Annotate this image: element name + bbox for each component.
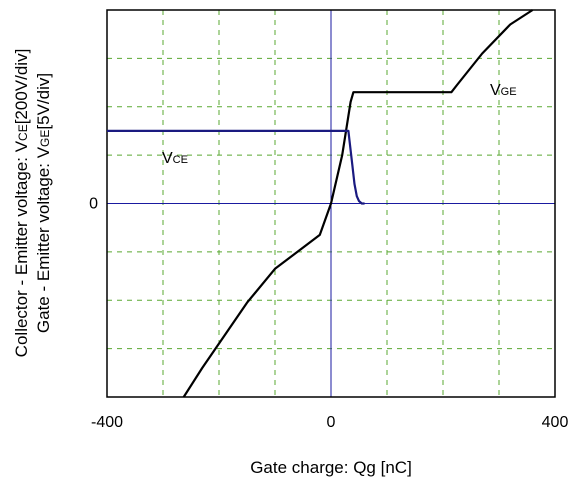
series-label-ce: VCE <box>162 150 188 167</box>
x-axis-title: Gate charge: Qg [nC] <box>250 458 412 477</box>
y-title-unit: [200V/div] <box>12 49 31 125</box>
y-title-subscript: CE <box>16 124 30 141</box>
series-layer <box>107 9 534 398</box>
y-tick-label: 0 <box>89 196 98 213</box>
y-title-subscript: GE <box>38 130 52 147</box>
x-tick-label: 400 <box>542 414 569 431</box>
labels: -400 0 400 0 Gate charge: Qg [nC] Collector -… <box>12 49 568 477</box>
x-tick-label: -400 <box>91 414 123 431</box>
series-label-main: V <box>490 82 501 99</box>
series-label-subscript: GE <box>501 86 517 98</box>
y-axis-title: Gate - Emitter voltage: VGE[5V/div] <box>34 73 53 333</box>
y-title-text: Collector - Emitter voltage: V <box>12 140 31 357</box>
y-title-unit: [5V/div] <box>34 73 53 130</box>
series-line-ce <box>107 129 365 205</box>
y-axis-title: Collector - Emitter voltage: VCE[200V/di… <box>12 49 31 358</box>
series-label-subscript: CE <box>173 154 188 166</box>
series-label-main: V <box>162 150 173 167</box>
x-tick-label: 0 <box>327 414 336 431</box>
series-line-ge <box>182 9 534 398</box>
y-title-text: Gate - Emitter voltage: V <box>34 146 53 333</box>
plot-frame <box>106 9 556 398</box>
series-label-ge: VGE <box>490 82 517 99</box>
